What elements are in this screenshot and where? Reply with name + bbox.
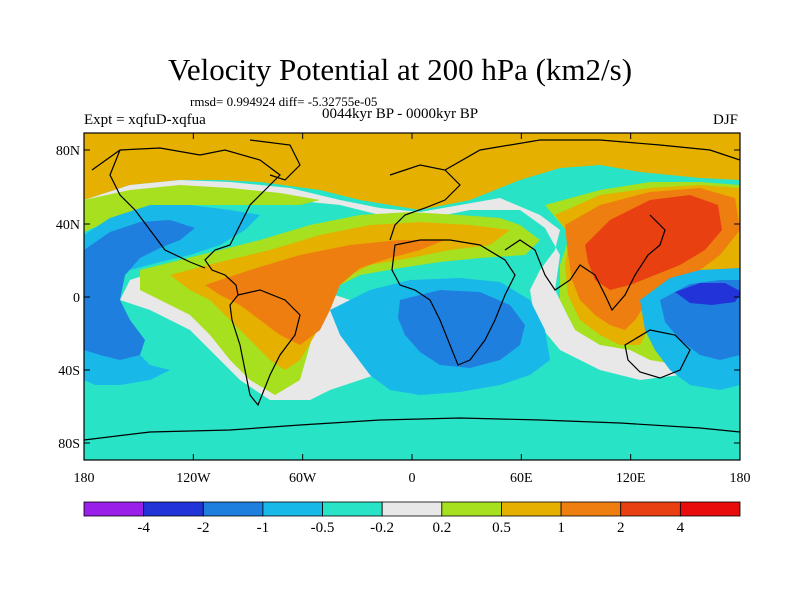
- colorbar-label: 4: [676, 520, 685, 536]
- contour-field: [84, 133, 740, 460]
- colorbar-swatch: [679, 501, 741, 517]
- colorbar-swatch: [322, 501, 383, 517]
- field-north-yellow: [84, 133, 740, 210]
- colorbar-label: 1: [557, 520, 565, 536]
- stats-label: rmsd= 0.994924 diff= -5.32755e-05: [190, 94, 378, 109]
- colorbar-swatch: [262, 501, 323, 517]
- colorbar: [83, 501, 741, 517]
- lon-label: 60W: [289, 471, 317, 486]
- colorbar-swatch: [143, 501, 204, 517]
- colorbar-label: -0.5: [310, 520, 335, 536]
- lat-label: 0: [73, 291, 80, 306]
- lat-ticks: [84, 149, 740, 444]
- colorbar-label: -4: [137, 520, 150, 536]
- lat-labels: 80N 40N 0 40S 80S: [56, 144, 80, 452]
- lon-label: 180: [730, 471, 751, 486]
- period-label: 0044kyr BP - 0000kyr BP: [322, 106, 479, 122]
- colorbar-swatch: [620, 501, 681, 517]
- lon-label: 120W: [176, 471, 211, 486]
- lat-label: 40S: [58, 364, 80, 379]
- colorbar-swatch: [441, 501, 502, 517]
- colorbar-swatch: [381, 501, 443, 517]
- colorbar-label: 0.2: [432, 520, 452, 536]
- lon-label: 0: [409, 471, 416, 486]
- colorbar-label: -0.2: [370, 520, 395, 536]
- field-green-ribbon: [84, 185, 320, 232]
- colorbar-label: 0.5: [492, 520, 511, 536]
- page-title: Velocity Potential at 200 hPa (km2/s): [167, 52, 633, 87]
- field-darkblue-pacific: [675, 283, 740, 305]
- coastlines: [84, 139, 740, 441]
- experiment-label: Expt = xqfuD-xqfua: [84, 112, 206, 128]
- colorbar-label: 2: [616, 520, 625, 536]
- lon-label: 180: [74, 471, 95, 486]
- colorbar-label: -1: [256, 520, 270, 536]
- colorbar-swatch: [560, 501, 622, 517]
- lat-label: 80N: [56, 144, 80, 159]
- lat-label: 80S: [58, 437, 80, 452]
- colorbar-swatch: [501, 501, 562, 517]
- field-orange-central: [205, 240, 445, 345]
- field-yellow-central: [170, 222, 510, 370]
- lon-ticks: [83, 133, 741, 460]
- lon-label: 120E: [616, 471, 646, 486]
- colorbar-swatch: [202, 501, 264, 517]
- lon-label: 60E: [510, 471, 533, 486]
- season-label: DJF: [712, 112, 738, 128]
- field-red-east: [585, 195, 722, 290]
- field-blue-west: [84, 220, 195, 360]
- colorbar-label: -2: [197, 520, 210, 536]
- lat-label: 40N: [56, 218, 80, 233]
- lon-labels: 180 120W 60W 0 60E 120E 180: [74, 471, 751, 486]
- colorbar-swatch: [83, 501, 145, 517]
- field-south-teal: [84, 390, 740, 460]
- field-blue-africa: [398, 290, 525, 368]
